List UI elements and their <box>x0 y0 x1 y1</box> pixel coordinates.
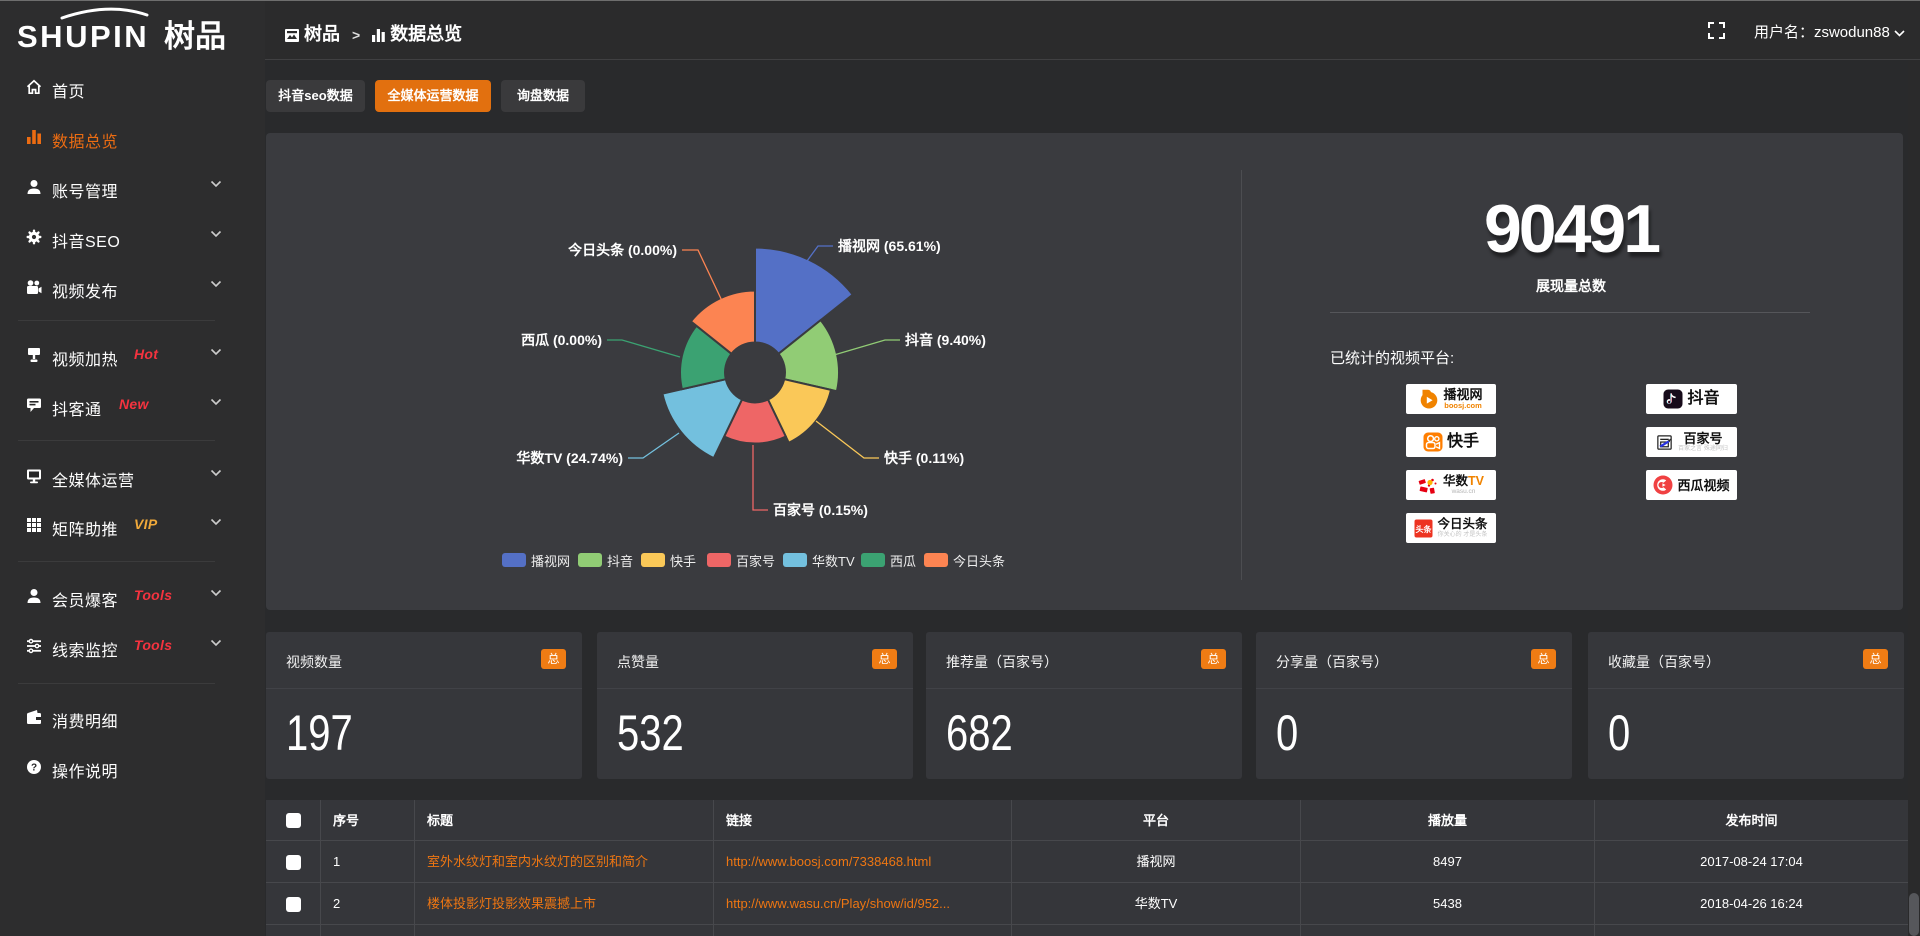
svg-text:今日头条: 今日头条 <box>953 554 1005 569</box>
svg-text:树品: 树品 <box>164 19 226 54</box>
svg-text:?: ? <box>31 763 37 774</box>
svg-text:快手: 快手 <box>670 554 696 569</box>
svg-text:抖音 (9.40%): 抖音 (9.40%) <box>905 332 986 348</box>
svg-text:播视网: 播视网 <box>531 554 570 569</box>
svg-text:今日头条 (0.00%): 今日头条 (0.00%) <box>567 242 677 258</box>
svg-text:SHUPIN: SHUPIN <box>17 19 149 54</box>
svg-text:百家号: 百家号 <box>736 554 775 569</box>
svg-text:抖音: 抖音 <box>607 554 633 569</box>
svg-text:西瓜: 西瓜 <box>890 554 916 569</box>
svg-text:百家号 (0.15%): 百家号 (0.15%) <box>773 502 868 518</box>
svg-text:播视网 (65.61%): 播视网 (65.61%) <box>838 238 941 254</box>
svg-text:西瓜 (0.00%): 西瓜 (0.00%) <box>521 332 602 348</box>
svg-text:华数TV (24.74%): 华数TV (24.74%) <box>516 450 623 466</box>
svg-text:华数TV: 华数TV <box>812 554 855 569</box>
svg-text:快手 (0.11%): 快手 (0.11%) <box>884 450 964 466</box>
svg-text:头条: 头条 <box>1416 523 1433 533</box>
